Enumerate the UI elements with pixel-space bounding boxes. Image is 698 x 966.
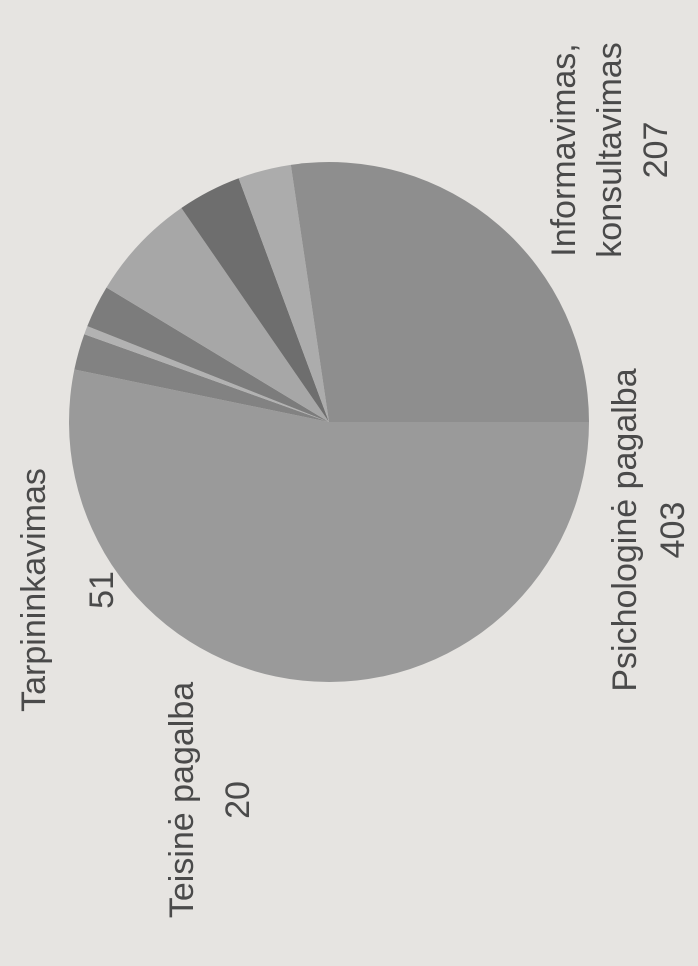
pie-slice-2	[84, 326, 330, 422]
label-tarpininkavimas: Tarpininkavimas 51	[15, 468, 121, 712]
label-psichologine-name: Psichologinė pagalba	[606, 368, 644, 691]
label-informavimas-line2: konsultavimas	[591, 42, 629, 257]
label-informavimas-value: 207	[637, 122, 675, 179]
label-informavimas-line1: Informavimas,	[545, 43, 583, 257]
pie-slice-5	[181, 178, 329, 422]
pie-slice-0	[69, 369, 590, 683]
label-informavimas: Informavimas, konsultavimas 207	[545, 42, 675, 257]
label-tarpininkavimas-name: Tarpininkavimas	[15, 468, 53, 712]
label-tarpininkavimas-value: 51	[83, 571, 121, 609]
pie-slice-4	[106, 207, 330, 422]
label-teisine-value: 20	[219, 781, 257, 819]
label-psichologine-value: 403	[654, 502, 692, 559]
label-teisine: Teisinė pagalba 20	[163, 682, 257, 918]
pie-slice-3	[87, 287, 329, 422]
pie-slice-6	[238, 164, 329, 422]
pie-slices	[69, 162, 590, 683]
pie-slice-1	[74, 334, 329, 422]
label-teisine-name: Teisinė pagalba	[163, 682, 201, 918]
pie-slice-7	[290, 162, 589, 422]
label-psichologine: Psichologinė pagalba 403	[606, 368, 692, 691]
